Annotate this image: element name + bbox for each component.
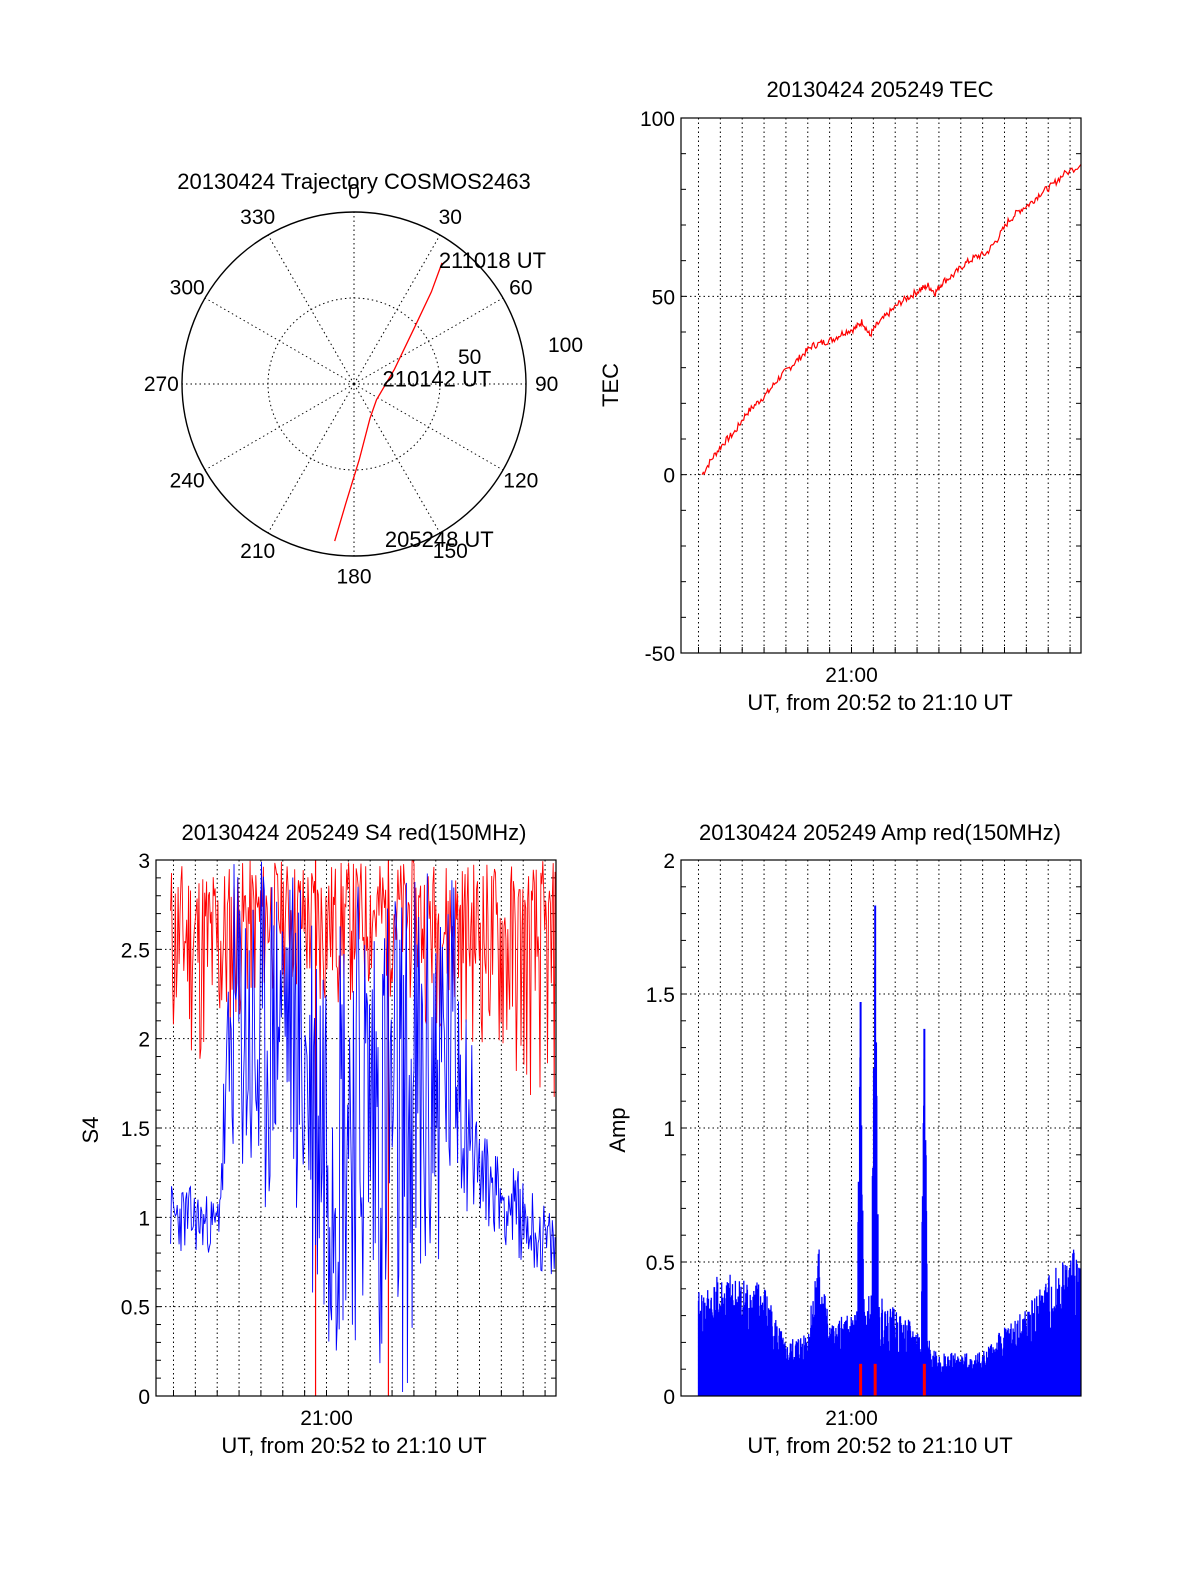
azimuth-label: 210	[240, 540, 275, 563]
time-annotation: 210142 UT	[382, 367, 491, 392]
polar-spoke	[204, 383, 355, 471]
azimuth-label: 240	[170, 469, 205, 492]
polar-spoke	[353, 234, 441, 385]
y-tick-label: 0	[138, 1386, 150, 1409]
azimuth-label: 60	[509, 277, 532, 300]
tec-ticks: -50 0 50 100 21:00	[640, 108, 1081, 687]
amp-panel: 20130424 205249 Amp red(150MHz) Amp UT, …	[605, 820, 1082, 1458]
azimuth-label: 330	[240, 206, 275, 229]
s4-title: 20130424 205249 S4 red(150MHz)	[182, 820, 527, 845]
amp-title: 20130424 205249 Amp red(150MHz)	[699, 820, 1061, 845]
amp-ylabel: Amp	[605, 1107, 630, 1152]
x-tick-label: 21:00	[825, 1407, 878, 1430]
ring-label: 100	[548, 334, 583, 357]
trajectory-line	[334, 262, 443, 542]
y-tick-label: 0	[663, 465, 675, 488]
s4-series	[170, 860, 556, 1396]
azimuth-label: 90	[535, 373, 558, 396]
y-tick-label: 0.5	[121, 1297, 150, 1320]
azimuth-label: 120	[503, 469, 538, 492]
amp-frame	[680, 859, 1082, 1397]
polar-spoke	[204, 297, 355, 385]
tec-grid	[681, 117, 1081, 654]
y-tick-label: 1	[663, 1118, 675, 1141]
amp-series	[697, 905, 1082, 1396]
amp-line-blue	[697, 943, 1082, 1396]
s4-line-red	[170, 860, 556, 1097]
azimuth-label: 180	[336, 566, 371, 589]
polar-spoke	[353, 297, 504, 385]
trajectory-polar-plot: 20130424 Trajectory COSMOS2463 0 30 60 90 12…	[144, 169, 583, 589]
tec-frame	[680, 117, 1082, 654]
s4-grid	[156, 859, 556, 1397]
s4-frame	[155, 859, 557, 1397]
tec-xlabel: UT, from 20:52 to 21:10 UT	[747, 690, 1012, 715]
amp-xlabel: UT, from 20:52 to 21:10 UT	[747, 1433, 1012, 1458]
y-tick-label: 1.5	[646, 984, 675, 1007]
trajectory-track	[334, 262, 443, 542]
tec-ylabel: TEC	[598, 363, 623, 407]
y-tick-label: 50	[652, 286, 675, 309]
y-tick-label: 100	[640, 108, 675, 131]
azimuth-label: 0	[348, 180, 360, 203]
azimuth-label: 150	[433, 540, 468, 563]
y-tick-label: 1	[138, 1207, 150, 1230]
amp-ticks: 0 0.5 1 1.5 2 21:00	[646, 850, 1081, 1430]
azimuth-label: 30	[439, 206, 462, 229]
polar-spoke	[353, 383, 441, 534]
tec-panel: 20130424 205249 TEC TEC UT, from 20:52 t…	[598, 77, 1082, 715]
y-tick-label: 2.5	[121, 939, 150, 962]
azimuth-label: 300	[170, 277, 205, 300]
polar-spoke	[267, 383, 355, 534]
s4-xlabel: UT, from 20:52 to 21:10 UT	[221, 1433, 486, 1458]
tec-title: 20130424 205249 TEC	[766, 77, 993, 102]
y-tick-label: 2	[663, 850, 675, 873]
tec-series	[701, 164, 1082, 475]
azimuth-label: 270	[144, 373, 179, 396]
polar-labels: 0 30 60 90 120 150 180 210 240 270 300 330 50 100	[144, 180, 583, 588]
s4-line-blue	[170, 861, 556, 1393]
time-annotation: 211018 UT	[439, 248, 546, 273]
y-tick-label: 0	[663, 1386, 675, 1409]
y-tick-label: 3	[138, 850, 150, 873]
x-tick-label: 21:00	[825, 664, 878, 687]
time-annotation: 205248 UT	[385, 527, 494, 552]
tec-line	[701, 164, 1082, 475]
s4-panel: 20130424 205249 S4 red(150MHz) S4 UT, fr…	[78, 820, 557, 1458]
trajectory-title: 20130424 Trajectory COSMOS2463	[177, 169, 530, 194]
polar-spoke	[353, 383, 504, 471]
trajectory-annotations: 211018 UT 210142 UT 205248 UT	[382, 248, 546, 552]
y-tick-label: 2	[138, 1029, 150, 1052]
ring-label: 50	[458, 346, 481, 369]
x-tick-label: 21:00	[300, 1407, 353, 1430]
y-tick-label: 1.5	[121, 1118, 150, 1141]
s4-ylabel: S4	[78, 1117, 103, 1144]
y-tick-label: -50	[645, 643, 675, 666]
polar-spoke	[267, 234, 355, 385]
polar-grid	[181, 211, 527, 557]
y-tick-label: 0.5	[646, 1252, 675, 1275]
